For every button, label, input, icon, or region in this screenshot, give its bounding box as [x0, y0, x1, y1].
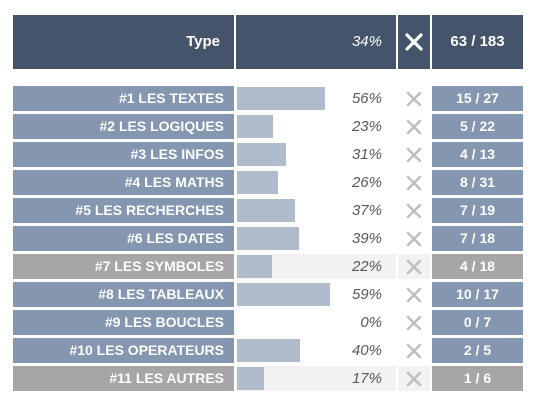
category-row[interactable]: #3 LES INFOS 31% 4 / 13: [13, 142, 523, 170]
progress-percent: 40%: [351, 342, 382, 359]
category-count: 2 / 5: [432, 338, 523, 363]
category-label[interactable]: #1 LES TEXTES: [13, 86, 234, 111]
category-label[interactable]: #8 LES TABLEAUX: [13, 282, 234, 307]
progress-percent: 31%: [351, 146, 382, 163]
category-row[interactable]: #8 LES TABLEAUX 59% 10 / 17: [13, 282, 523, 310]
category-count: 15 / 27: [432, 86, 523, 111]
row-close-button[interactable]: [398, 142, 430, 167]
category-row[interactable]: #9 LES BOUCLES 0% 0 / 7: [13, 310, 523, 338]
progress-percent: 26%: [351, 174, 382, 191]
progress-bar: [237, 171, 278, 194]
progress-bar: [237, 367, 264, 390]
progress-cell: 56%: [236, 86, 396, 111]
progress-bar: [237, 283, 330, 306]
category-label[interactable]: #5 LES RECHERCHES: [13, 198, 234, 223]
category-row[interactable]: #5 LES RECHERCHES 37% 7 / 19: [13, 198, 523, 226]
progress-bar: [237, 255, 272, 278]
summary-header: Type 34% 63 / 183: [13, 15, 523, 69]
category-count: 4 / 13: [432, 142, 523, 167]
progress-percent: 56%: [351, 90, 382, 107]
progress-cell: 40%: [236, 338, 396, 363]
category-label[interactable]: #9 LES BOUCLES: [13, 310, 234, 335]
category-label[interactable]: #3 LES INFOS: [13, 142, 234, 167]
close-x-icon: [406, 315, 422, 331]
progress-bar: [237, 87, 325, 110]
progress-cell: 26%: [236, 170, 396, 195]
close-x-icon: [406, 287, 422, 303]
progress-percent: 0%: [360, 314, 382, 331]
close-x-icon: [406, 119, 422, 135]
category-label[interactable]: #11 LES AUTRES: [13, 366, 234, 391]
category-count: 10 / 17: [432, 282, 523, 307]
header-type-label: Type: [13, 15, 234, 69]
category-label[interactable]: #7 LES SYMBOLES: [13, 254, 234, 279]
category-count: 4 / 18: [432, 254, 523, 279]
close-x-icon: [406, 175, 422, 191]
category-list: #1 LES TEXTES 56% 15 / 27 #2 LES LOGIQUES 23…: [13, 86, 523, 394]
category-label[interactable]: #2 LES LOGIQUES: [13, 114, 234, 139]
category-label[interactable]: #6 LES DATES: [13, 226, 234, 251]
close-x-icon: [406, 147, 422, 163]
close-x-icon: [406, 203, 422, 219]
category-row[interactable]: #6 LES DATES 39% 7 / 18: [13, 226, 523, 254]
category-count: 1 / 6: [432, 366, 523, 391]
close-x-icon: [406, 259, 422, 275]
category-row[interactable]: #10 LES OPERATEURS 40% 2 / 5: [13, 338, 523, 366]
header-count: 63 / 183: [432, 15, 523, 69]
category-count: 7 / 18: [432, 226, 523, 251]
progress-percent: 37%: [351, 202, 382, 219]
category-label[interactable]: #10 LES OPERATEURS: [13, 338, 234, 363]
category-label[interactable]: #4 LES MATHS: [13, 170, 234, 195]
row-close-button[interactable]: [398, 366, 430, 391]
progress-bar: [237, 227, 299, 250]
progress-percent: 17%: [351, 370, 382, 387]
category-count: 8 / 31: [432, 170, 523, 195]
category-row[interactable]: #11 LES AUTRES 17% 1 / 6: [13, 366, 523, 394]
close-x-icon: [406, 371, 422, 387]
category-count: 5 / 22: [432, 114, 523, 139]
progress-cell: 37%: [236, 198, 396, 223]
row-close-button[interactable]: [398, 226, 430, 251]
category-row[interactable]: #2 LES LOGIQUES 23% 5 / 22: [13, 114, 523, 142]
progress-bar: [237, 115, 273, 138]
progress-percent: 39%: [351, 230, 382, 247]
close-x-icon: [405, 33, 423, 51]
progress-percent: 59%: [351, 286, 382, 303]
close-x-icon: [406, 91, 422, 107]
header-percent: 34%: [236, 15, 396, 69]
row-close-button[interactable]: [398, 86, 430, 111]
progress-bar: [237, 199, 295, 222]
category-count: 7 / 19: [432, 198, 523, 223]
row-close-button[interactable]: [398, 254, 430, 279]
row-close-button[interactable]: [398, 310, 430, 335]
progress-cell: 59%: [236, 282, 396, 307]
progress-bar: [237, 143, 286, 166]
progress-percent: 22%: [351, 258, 382, 275]
progress-cell: 0%: [236, 310, 396, 335]
category-row[interactable]: #4 LES MATHS 26% 8 / 31: [13, 170, 523, 198]
row-close-button[interactable]: [398, 338, 430, 363]
progress-cell: 31%: [236, 142, 396, 167]
row-close-button[interactable]: [398, 170, 430, 195]
row-close-button[interactable]: [398, 198, 430, 223]
progress-percent: 23%: [351, 118, 382, 135]
progress-cell: 39%: [236, 226, 396, 251]
row-close-button[interactable]: [398, 282, 430, 307]
category-row[interactable]: #7 LES SYMBOLES 22% 4 / 18: [13, 254, 523, 282]
header-close-button[interactable]: [398, 15, 430, 69]
close-x-icon: [406, 231, 422, 247]
progress-bar: [237, 339, 300, 362]
category-count: 0 / 7: [432, 310, 523, 335]
progress-cell: 22%: [236, 254, 396, 279]
progress-cell: 17%: [236, 366, 396, 391]
category-row[interactable]: #1 LES TEXTES 56% 15 / 27: [13, 86, 523, 114]
close-x-icon: [406, 343, 422, 359]
progress-cell: 23%: [236, 114, 396, 139]
row-close-button[interactable]: [398, 114, 430, 139]
